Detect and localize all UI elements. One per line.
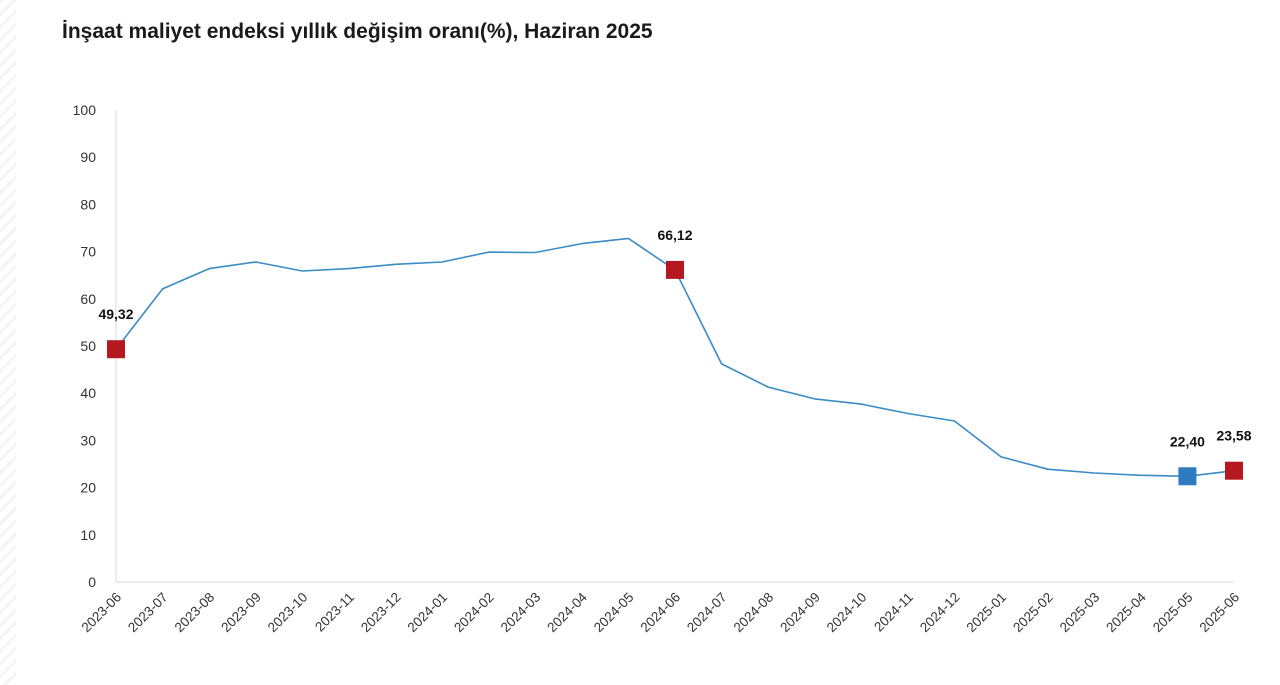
x-tick-label: 2024-12 xyxy=(917,590,963,636)
x-tick-label: 2024-10 xyxy=(824,590,870,636)
data-label: 49,32 xyxy=(98,306,133,322)
data-label: 22,40 xyxy=(1170,433,1205,449)
x-tick-label: 2023-12 xyxy=(358,590,404,636)
x-tick-label: 2023-06 xyxy=(78,590,124,636)
x-tick-label: 2023-09 xyxy=(218,590,264,636)
data-label: 66,12 xyxy=(657,227,692,243)
x-tick-label: 2024-07 xyxy=(684,590,730,636)
x-tick-label: 2023-11 xyxy=(312,590,357,635)
x-tick-label: 2025-04 xyxy=(1103,589,1149,635)
x-tick-label: 2024-08 xyxy=(731,590,777,636)
data-point-marker xyxy=(1178,467,1197,486)
y-tick-label: 30 xyxy=(80,432,96,448)
x-tick-label: 2025-06 xyxy=(1196,590,1242,636)
x-tick-label: 2023-08 xyxy=(172,590,218,636)
x-tick-label: 2024-04 xyxy=(544,589,590,635)
y-tick-label: 100 xyxy=(73,102,97,118)
x-tick-label: 2024-06 xyxy=(637,590,683,636)
x-tick-label: 2025-02 xyxy=(1010,590,1056,636)
x-tick-label: 2024-03 xyxy=(498,590,544,636)
decorative-left-strip xyxy=(0,0,16,685)
y-tick-label: 80 xyxy=(80,196,96,212)
y-tick-label: 20 xyxy=(80,480,96,496)
x-tick-label: 2025-05 xyxy=(1150,590,1196,636)
x-tick-label: 2024-09 xyxy=(777,590,823,636)
y-tick-label: 40 xyxy=(80,385,96,401)
data-point-marker xyxy=(107,340,125,359)
chart-markers: 49,32 66,12 22,40 23,58 xyxy=(98,227,1252,486)
x-tick-label: 2025-03 xyxy=(1057,590,1103,636)
y-tick-label: 10 xyxy=(80,527,96,543)
data-point-marker xyxy=(666,260,684,279)
y-tick-label: 90 xyxy=(80,149,96,165)
chart-title: İnşaat maliyet endeksi yıllık değişim or… xyxy=(62,20,653,43)
x-tick-label: 2024-11 xyxy=(871,590,916,635)
x-tick-label: 2024-02 xyxy=(451,590,497,636)
y-tick-label: 50 xyxy=(80,338,96,354)
y-tick-label: 0 xyxy=(88,574,96,590)
y-tick-label: 70 xyxy=(80,244,96,260)
x-tick-label: 2023-07 xyxy=(125,590,171,636)
x-tick-label: 2024-01 xyxy=(405,590,451,636)
x-tick-label: 2024-05 xyxy=(591,590,637,636)
x-tick-label: 2025-01 xyxy=(964,590,1010,636)
data-label: 23,58 xyxy=(1216,428,1251,444)
data-point-marker xyxy=(1225,461,1243,480)
y-tick-label: 60 xyxy=(80,291,96,307)
x-tick-label: 2023-10 xyxy=(265,590,311,636)
